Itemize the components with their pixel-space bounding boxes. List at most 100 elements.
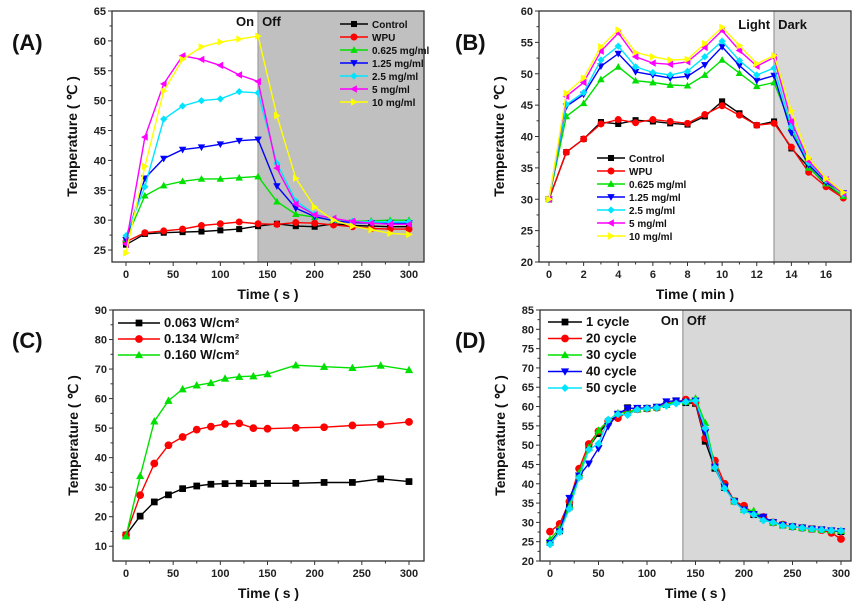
legend-item: 1.25 mg/ml (340, 59, 424, 70)
marker-diamond (836, 526, 846, 535)
marker-square (198, 228, 205, 235)
marker-square (136, 512, 144, 520)
legend-item: 2.5 mg/ml (597, 206, 675, 217)
y-tick-label: 35 (94, 185, 106, 197)
x-tick-label: 0 (123, 269, 129, 281)
marker-triangle-up (291, 361, 300, 369)
marker-diamond (691, 396, 700, 405)
marker-diamond (560, 383, 570, 393)
legend-item: 0.160 W/cm² (118, 347, 240, 362)
y-tick-label: 55 (94, 66, 106, 78)
marker-triangle-up (160, 181, 168, 189)
marker-triangle-right (615, 26, 623, 34)
marker-diamond (565, 504, 574, 513)
marker-diamond (642, 404, 652, 413)
marker-diamond (798, 523, 807, 532)
marker-diamond (652, 403, 661, 412)
chart-panel-b: (B) Light Dark 0 2 4 6 8 10 12 14 16 20 25 30 35 40 45 50 5… (455, 6, 852, 302)
marker-square (349, 479, 356, 486)
marker-diamond (614, 42, 622, 50)
marker-diamond (160, 115, 168, 123)
marker-diamond (666, 71, 674, 79)
legend-item: 1.25 mg/ml (597, 193, 681, 204)
marker-triangle-up (134, 350, 144, 359)
legend-item: 20 cycle (548, 331, 637, 346)
marker-circle (770, 119, 778, 127)
marker-triangle-right (160, 87, 168, 95)
legend-item: 10 mg/ml (340, 98, 416, 109)
marker-square (607, 154, 615, 162)
marker-circle (254, 220, 262, 228)
marker-triangle-down (254, 136, 262, 144)
x-tick-label: 300 (400, 269, 418, 281)
marker-triangle-up (235, 372, 244, 380)
x-tick-label: 50 (167, 568, 179, 580)
marker-triangle-right (580, 74, 588, 82)
marker-diamond (735, 56, 744, 65)
series-line (548, 45, 844, 200)
annotation-left: On (661, 313, 679, 328)
series-6 (123, 32, 413, 257)
legend-item: 30 cycle (548, 347, 637, 362)
marker-triangle-right (311, 203, 319, 211)
marker-triangle-right (406, 230, 413, 239)
x-tick-label: 300 (832, 568, 850, 580)
y-tick-label: 60 (95, 394, 107, 406)
plot-frame (112, 309, 425, 562)
marker-triangle-left (254, 77, 261, 86)
legend-label: 0.063 W/cm² (164, 315, 240, 330)
annotation-right: Off (687, 313, 706, 328)
y-tick-label: 25 (522, 537, 534, 549)
marker-triangle-right (179, 55, 187, 64)
series-line (548, 29, 844, 200)
y-tick-label: 60 (94, 36, 106, 48)
marker-triangle-up (404, 365, 414, 374)
marker-diamond (594, 439, 603, 448)
marker-triangle-down (623, 405, 632, 413)
marker-diamond (350, 72, 358, 80)
x-tick-label: 150 (258, 568, 276, 580)
marker-triangle-up (206, 378, 216, 387)
legend-item: 50 cycle (548, 380, 637, 395)
marker-triangle-down (235, 137, 243, 145)
x-tick-label: 16 (820, 269, 832, 281)
marker-diamond (710, 463, 719, 472)
x-tick-label: 150 (258, 269, 276, 281)
marker-circle (179, 225, 187, 233)
marker-diamond (749, 510, 758, 519)
marker-triangle-down (787, 129, 796, 137)
marker-diamond (739, 506, 749, 515)
annotation-left: On (236, 14, 254, 29)
marker-triangle-right (788, 107, 796, 115)
y-tick-label: 20 (521, 257, 533, 269)
marker-circle (666, 117, 674, 125)
x-tick-label: 0 (546, 269, 552, 281)
marker-triangle-right (546, 195, 553, 203)
x-tick-label: 4 (615, 269, 622, 281)
marker-triangle-down (160, 155, 168, 163)
series-1 (122, 418, 413, 539)
marker-triangle-left (386, 220, 393, 229)
marker-triangle-down (560, 368, 570, 376)
marker-diamond (672, 399, 681, 408)
marker-circle (150, 459, 159, 468)
marker-diamond (649, 68, 657, 77)
marker-triangle-up (683, 81, 692, 89)
y-tick-label: 45 (522, 459, 534, 471)
x-tick-label: 50 (167, 269, 179, 281)
marker-triangle-down (565, 494, 574, 503)
legend-label: 1.25 mg/ml (629, 193, 681, 204)
marker-square (235, 479, 243, 487)
x-tick-label: 100 (211, 568, 229, 580)
marker-triangle-up (319, 362, 329, 370)
y-tick-label: 85 (522, 305, 534, 317)
marker-triangle-left (216, 61, 224, 70)
marker-triangle-up (273, 197, 281, 205)
marker-triangle-down (607, 194, 615, 201)
marker-circle (718, 102, 726, 110)
y-tick-label: 50 (95, 423, 107, 435)
marker-circle (405, 418, 413, 426)
marker-diamond (584, 445, 593, 454)
marker-circle (348, 421, 357, 430)
